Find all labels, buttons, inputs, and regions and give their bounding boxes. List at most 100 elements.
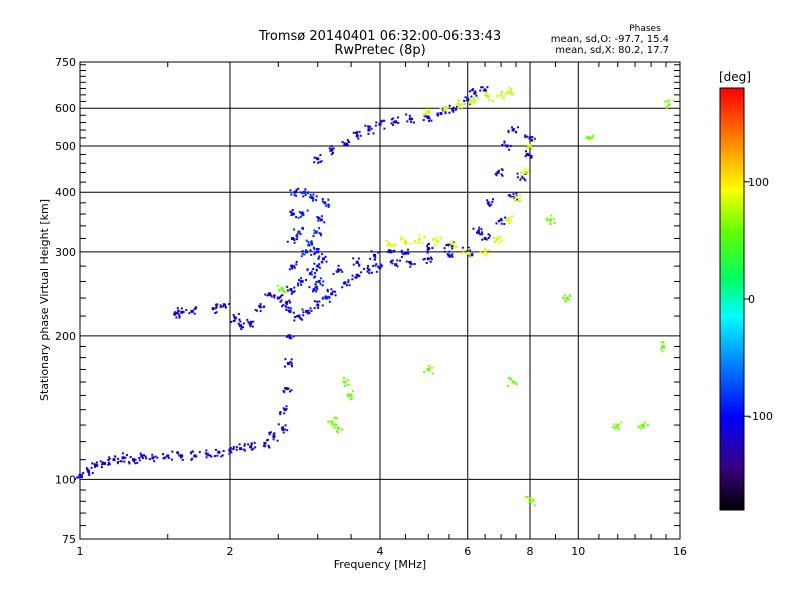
echo-dot xyxy=(423,115,426,118)
echo-dot xyxy=(306,312,309,315)
legend-o-stats: mean, sd,O: -97.7, 15.4 xyxy=(551,34,669,45)
echo-dot xyxy=(341,270,344,273)
data-point xyxy=(330,420,334,424)
data-point xyxy=(514,195,518,199)
data-point xyxy=(355,273,359,277)
echo-dot xyxy=(321,297,324,300)
echo-dot xyxy=(293,319,296,322)
echo-dot xyxy=(273,294,276,297)
data-point xyxy=(233,316,237,320)
echo-dot xyxy=(221,305,224,308)
echo-dot xyxy=(408,260,411,263)
echo-dot xyxy=(412,121,415,124)
echo-dot xyxy=(433,244,436,247)
echo-dot xyxy=(533,140,536,143)
echo-dot xyxy=(592,134,595,137)
echo-dot xyxy=(285,291,288,294)
echo-dot xyxy=(283,387,286,390)
echo-dot xyxy=(508,221,511,224)
data-point xyxy=(180,454,184,458)
echo-dot xyxy=(413,242,416,245)
echo-dot xyxy=(107,463,110,466)
echo-dot xyxy=(487,203,490,206)
echo-dot xyxy=(451,247,454,250)
echo-dot xyxy=(366,267,369,270)
echo-dot xyxy=(511,215,514,218)
echo-dot xyxy=(253,441,256,444)
echo-dot xyxy=(641,425,644,428)
y-tick-label: 500 xyxy=(55,140,76,153)
data-point xyxy=(439,111,443,115)
echo-dot xyxy=(406,252,409,255)
echo-dot xyxy=(423,257,426,260)
echo-dot xyxy=(468,251,471,254)
echo-dot xyxy=(479,89,482,92)
echo-dot xyxy=(282,431,285,434)
echo-dot xyxy=(237,313,240,316)
echo-dot xyxy=(410,120,413,123)
echo-dot xyxy=(193,312,196,315)
echo-dot xyxy=(344,281,347,284)
echo-dot xyxy=(153,460,156,463)
echo-dot xyxy=(142,454,145,457)
echo-dot xyxy=(293,194,296,197)
echo-dot xyxy=(327,420,330,423)
echo-dot xyxy=(660,347,663,350)
echo-dot xyxy=(347,140,350,143)
echo-dot xyxy=(516,176,519,179)
echo-dot xyxy=(332,272,335,275)
echo-dot xyxy=(317,161,320,164)
echo-dot xyxy=(324,295,327,298)
echo-dot xyxy=(457,106,460,109)
y-tick-label: 100 xyxy=(55,473,76,486)
echo-dot xyxy=(215,303,218,306)
echo-dot xyxy=(247,443,250,446)
echo-dot xyxy=(229,447,232,450)
echo-dot xyxy=(171,450,174,453)
echo-dot xyxy=(514,381,517,384)
echo-dot xyxy=(464,102,467,105)
echo-dot xyxy=(335,270,338,273)
echo-dot xyxy=(382,119,385,122)
echo-dot xyxy=(293,290,296,293)
echo-dot xyxy=(545,219,548,222)
echo-dot xyxy=(107,461,110,464)
echo-dot xyxy=(320,215,323,218)
data-point xyxy=(272,435,276,439)
echo-dot xyxy=(524,167,527,170)
data-point xyxy=(616,423,620,427)
echo-dot xyxy=(524,179,527,182)
echo-dot xyxy=(410,263,413,266)
echo-dot xyxy=(491,200,494,203)
echo-dot xyxy=(356,131,359,134)
data-point xyxy=(173,312,177,316)
echo-dot xyxy=(661,349,664,352)
echo-dot xyxy=(290,363,293,366)
echo-dot xyxy=(180,307,183,310)
echo-dot xyxy=(531,498,534,501)
echo-dot xyxy=(455,107,458,110)
axis-ticks: 1 2 4 6 8 10 16 75 100 200 300 400 500 600 750 xyxy=(55,56,687,558)
echo-dot xyxy=(86,468,89,471)
x-tick-label: 10 xyxy=(571,545,585,558)
echo-dot xyxy=(316,300,319,303)
echo-dot xyxy=(421,242,424,245)
echo-dot xyxy=(426,244,429,247)
echo-dot xyxy=(509,144,512,147)
echo-dot xyxy=(369,125,372,128)
y-tick-label: 750 xyxy=(55,56,76,69)
echo-dot xyxy=(319,160,322,163)
echo-dot xyxy=(267,293,270,296)
echo-dot xyxy=(191,457,194,460)
echo-dot xyxy=(119,460,122,463)
echo-dot xyxy=(309,241,312,244)
echo-dot xyxy=(279,300,282,303)
echo-dot xyxy=(188,312,191,315)
echo-dot xyxy=(222,449,225,452)
echo-dot xyxy=(249,325,252,328)
echo-dot xyxy=(614,428,617,431)
echo-dot xyxy=(302,314,305,317)
echo-dot xyxy=(314,283,317,286)
echo-dot xyxy=(466,252,469,255)
echo-dot xyxy=(527,145,530,148)
